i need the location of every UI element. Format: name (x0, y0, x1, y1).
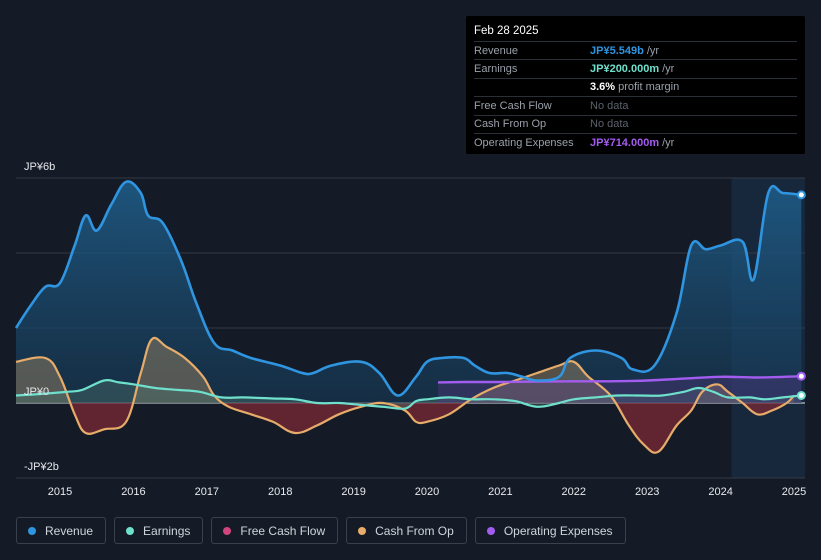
x-tick-label: 2016 (121, 486, 145, 498)
tooltip-row-unit: /yr (646, 44, 660, 57)
x-axis-labels: 2015 2016 2017 2018 2019 2020 2021 2022 2023 2024… (48, 486, 806, 498)
tooltip-row-unit: /yr (662, 136, 675, 149)
legend-dot-icon (28, 526, 36, 535)
tooltip-row: 3.6% profit margin (474, 77, 797, 96)
tooltip-row-label: Revenue (474, 44, 519, 57)
x-tick-label: 2021 (488, 486, 512, 498)
tooltip-row: Free Cash Flow No data (474, 96, 797, 114)
hover-tooltip: Feb 28 2025 Revenue JP¥5.549b/yr Earnings J… (466, 16, 805, 154)
cash-from-op-area-positive (16, 337, 794, 403)
operating-expenses-line (437, 375, 802, 384)
tooltip-row-unit: profit margin (618, 81, 680, 94)
x-tick-label: 2024 (708, 486, 732, 498)
tooltip-row-label: Operating Expenses (474, 136, 574, 149)
revenue-line (14, 180, 802, 397)
legend-item-label: Earnings (143, 523, 191, 538)
y-axis-labels: JP¥6b JP¥0 -JP¥2b (24, 161, 59, 473)
tooltip-row-value: JP¥5.549b (590, 44, 644, 57)
earnings-end-marker (796, 391, 806, 400)
revenue-end-marker (796, 190, 806, 200)
y-tick-label: JP¥6b (24, 161, 55, 173)
series-end-markers (796, 190, 806, 400)
legend-item-label: Operating Expenses (503, 523, 613, 538)
tooltip-row-unit: /yr (662, 63, 675, 76)
tooltip-row: Earnings JP¥200.000m/yr (474, 59, 797, 77)
revenue-area (16, 181, 802, 403)
series-areas (16, 181, 802, 453)
cash-from-op-area-negative (16, 403, 794, 453)
series-lines (14, 180, 802, 454)
tooltip-row-value: JP¥714.000m (590, 136, 660, 149)
x-tick-label: 2017 (195, 486, 219, 498)
tooltip-row: Operating Expenses JP¥714.000m/yr (474, 132, 797, 151)
tooltip-row: Revenue JP¥5.549b/yr (474, 41, 797, 59)
legend-item-label: Free Cash Flow (240, 523, 326, 538)
tooltip-date: Feb 28 2025 (474, 25, 539, 37)
legend-item-label: Revenue (45, 523, 94, 538)
x-tick-label: 2015 (48, 486, 72, 498)
tooltip-rows: Revenue JP¥5.549b/yr Earnings JP¥200.000m/y… (474, 41, 797, 151)
x-tick-label: 2018 (268, 486, 292, 498)
earnings-area (16, 380, 802, 409)
tooltip-row-label: Free Cash Flow (474, 99, 552, 112)
legend-item-earnings[interactable]: Earnings (114, 517, 204, 544)
legend-dot-icon (358, 526, 367, 535)
legend-dot-icon (486, 526, 495, 535)
legend-item-cash-from-op[interactable]: Cash From Op (346, 517, 467, 544)
tooltip-row-value: 3.6% (590, 81, 616, 94)
tooltip-row-label: Cash From Op (474, 118, 547, 131)
x-tick-label: 2020 (415, 486, 439, 498)
legend-item-revenue[interactable]: Revenue (16, 517, 107, 544)
x-tick-label: 2023 (635, 486, 659, 498)
tooltip-row-value: JP¥200.000m (590, 63, 660, 76)
x-tick-label: 2019 (341, 486, 365, 498)
y-tick-label: -JP¥2b (24, 461, 59, 473)
x-tick-label: 2022 (562, 486, 586, 498)
tooltip-row-nodata: No data (590, 118, 629, 131)
earnings-line (15, 379, 802, 410)
legend-item-label: Cash From Op (375, 523, 454, 538)
y-tick-label: JP¥0 (24, 386, 49, 398)
legend-item-operating-expenses[interactable]: Operating Expenses (474, 517, 626, 544)
legend-dot-icon (126, 526, 135, 535)
tooltip-row-nodata: No data (590, 99, 629, 112)
x-tick-label: 2025 (782, 486, 806, 498)
operating-expenses-end-marker (796, 371, 806, 381)
tooltip-row-label: Earnings (474, 63, 518, 76)
legend: Revenue Earnings Free Cash Flow Cash From O… (16, 517, 626, 546)
tooltip-row: Cash From Op No data (474, 114, 797, 133)
legend-item-free-cash-flow[interactable]: Free Cash Flow (211, 517, 339, 544)
cash-from-op-line (15, 336, 795, 454)
chart-area: JP¥6b JP¥0 -JP¥2b 2015 2016 2017 2018 2019 2020… (14, 161, 806, 498)
legend-dot-icon (223, 526, 232, 535)
